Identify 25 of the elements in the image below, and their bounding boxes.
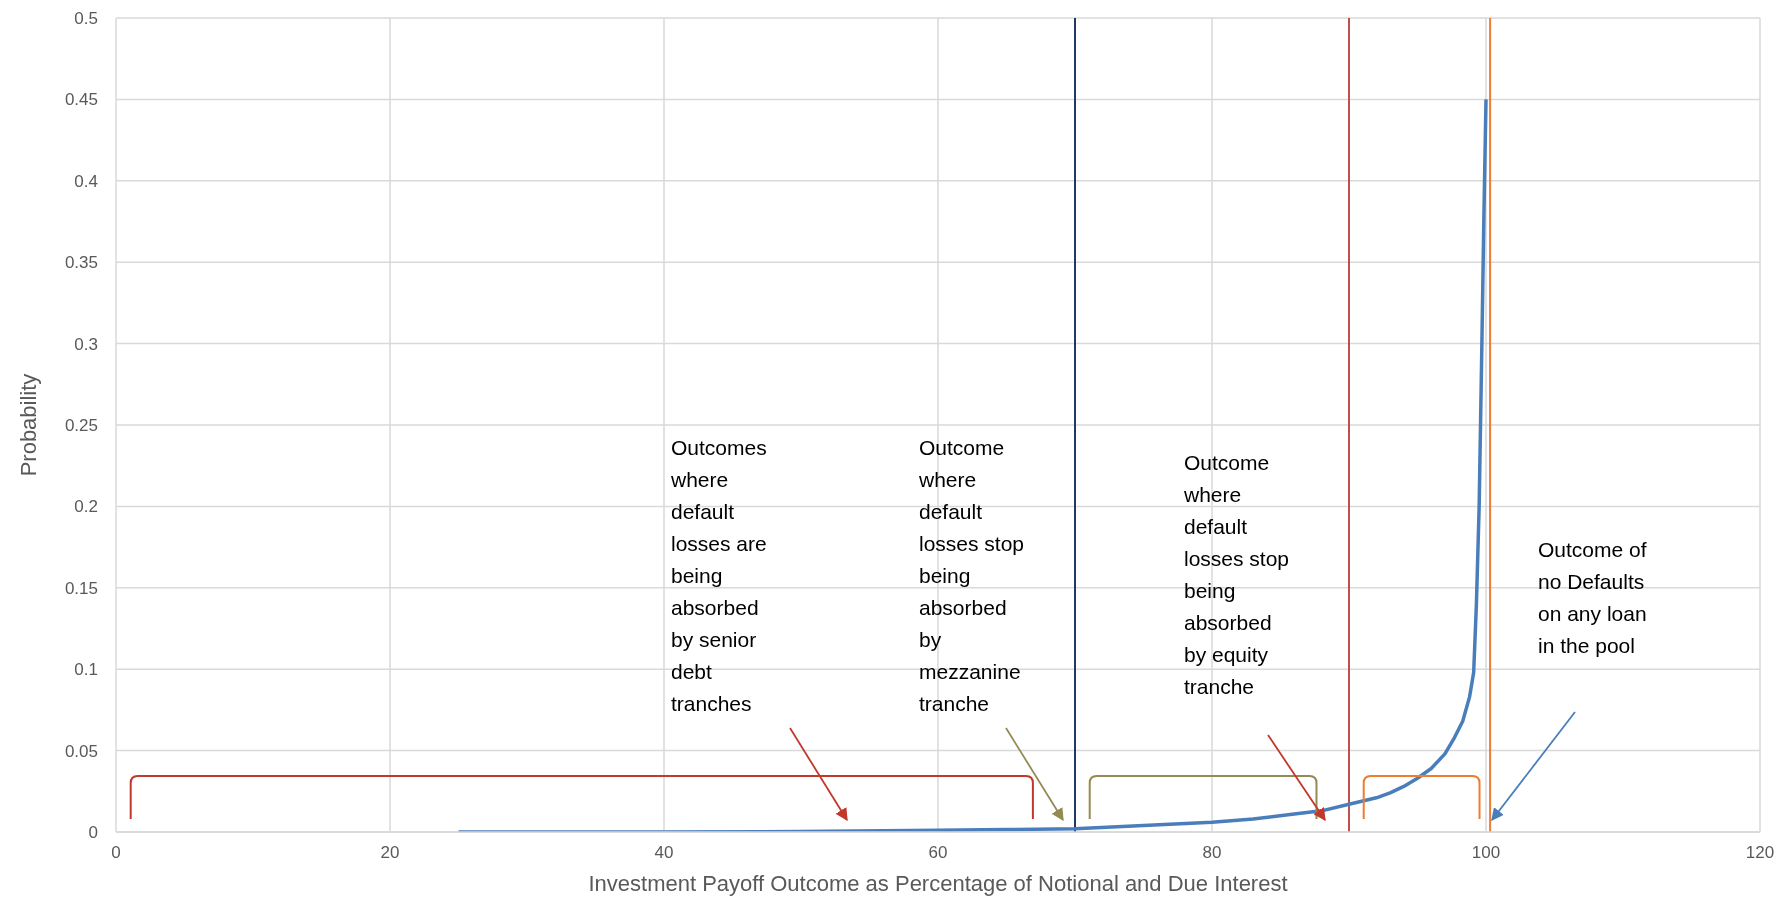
x-tick-label: 100 bbox=[1471, 843, 1501, 863]
text: Outcomes where default losses are being absorbed by senior debt tranches bbox=[671, 436, 767, 715]
y-tick-label: 0.3 bbox=[74, 334, 98, 354]
text: Outcome where default losses stop being absorbed by mezzanine tranche bbox=[919, 436, 1025, 715]
y-tick-label: 0.5 bbox=[74, 9, 98, 29]
x-tick-label: 20 bbox=[380, 843, 400, 863]
x-tick-label: 80 bbox=[1202, 843, 1222, 863]
y-axis-title: Probability bbox=[15, 373, 41, 477]
annotation: Outcome where default losses stop being absorbed by equity tranche bbox=[1184, 450, 1291, 700]
y-tick-label: 0.1 bbox=[74, 660, 98, 680]
y-tick-label: 0.15 bbox=[64, 578, 98, 598]
x-tick-label: 40 bbox=[654, 843, 674, 863]
x-tick-label: 120 bbox=[1745, 843, 1775, 863]
y-tick-label: 0.45 bbox=[64, 90, 98, 110]
x-tick-label: 60 bbox=[928, 843, 948, 863]
y-tick-label: 0.25 bbox=[64, 416, 98, 436]
annotation: Outcome of no Defaults on any loan in the pool bbox=[1538, 537, 1648, 659]
y-tick-label: 0.35 bbox=[64, 253, 98, 273]
y-tick-label: 0.4 bbox=[74, 171, 98, 191]
line-series bbox=[456, 97, 1488, 832]
y-tick-label: 0.05 bbox=[64, 741, 98, 761]
y-tick-label: 0 bbox=[88, 823, 98, 843]
x-axis-title: Investment Payoff Outcome as Percentage of Notional and Due Interest bbox=[588, 871, 1288, 896]
x-tick-label: 0 bbox=[111, 843, 121, 863]
y-tick-label: 0.2 bbox=[74, 497, 98, 517]
